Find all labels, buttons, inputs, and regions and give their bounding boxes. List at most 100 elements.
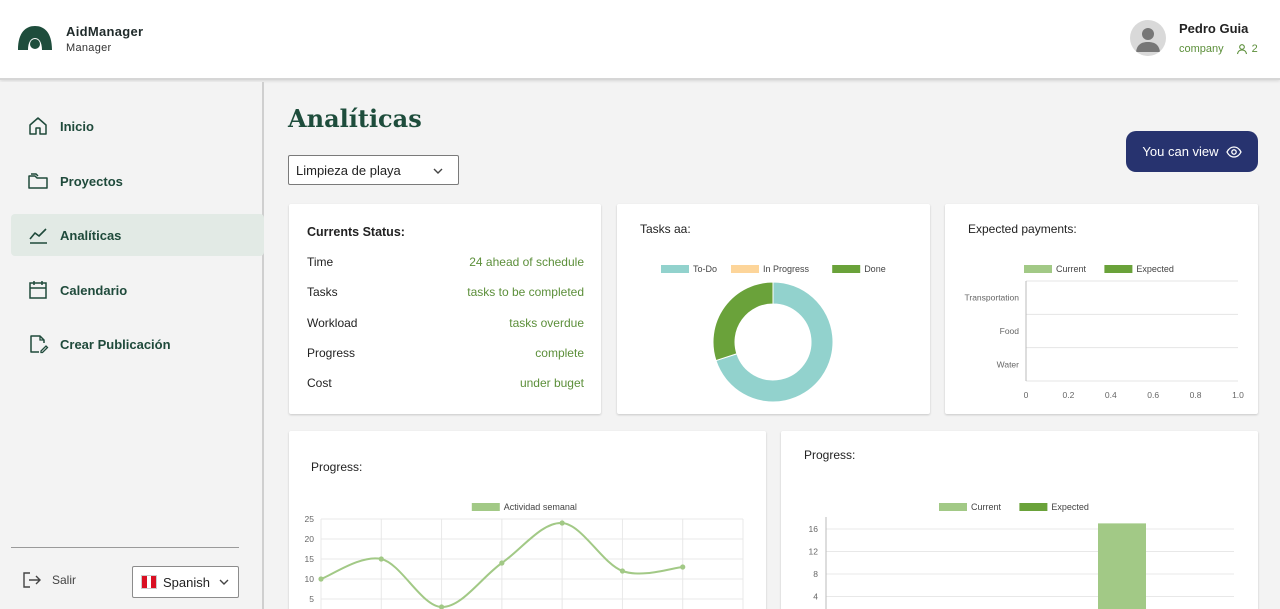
sidebar: Inicio Proyectos Analíticas Calendario C… xyxy=(0,82,264,609)
legend-swatch xyxy=(939,503,967,511)
status-key: Progress xyxy=(307,346,356,360)
sidebar-item-inicio[interactable]: Inicio xyxy=(11,105,264,147)
user-count-value: 2 xyxy=(1251,43,1258,55)
avatar[interactable] xyxy=(1130,20,1166,56)
tasks-chart-title: Tasks aa: xyxy=(640,222,691,236)
progress-line-chart: Actividad semanal 25 20 15 10 5 xyxy=(305,502,744,609)
bar-current xyxy=(1098,523,1146,609)
progress-bar-chart: Current Expected 16 12 8 4 xyxy=(809,502,1234,609)
status-value: 24 ahead of schedule xyxy=(469,255,584,269)
brand-name: AidManager xyxy=(66,24,144,39)
edit-document-icon xyxy=(27,333,49,355)
status-row: Cost under buget xyxy=(307,376,584,390)
y-tick-label: Food xyxy=(1000,326,1020,336)
language-select[interactable]: Spanish xyxy=(132,566,239,598)
status-value: tasks to be completed xyxy=(467,285,584,299)
status-key: Time xyxy=(307,255,334,269)
sidebar-divider xyxy=(11,547,239,548)
legend-swatch xyxy=(661,265,689,273)
sidebar-item-label: Proyectos xyxy=(60,173,123,189)
y-tick-label: 10 xyxy=(305,574,315,584)
legend-label: Current xyxy=(971,502,1002,512)
legend-label: In Progress xyxy=(763,264,810,274)
y-tick-label: 16 xyxy=(809,524,819,534)
data-point xyxy=(318,576,324,582)
progress-bar-title: Progress: xyxy=(804,448,856,462)
user-info: Pedro Guia company 2 xyxy=(1179,21,1258,55)
legend-swatch xyxy=(1024,265,1052,273)
chart-line-icon xyxy=(27,224,49,246)
status-row: Progress complete xyxy=(307,346,584,360)
project-select-value: Limpieza de playa xyxy=(296,163,401,178)
sidebar-item-analiticas[interactable]: Analíticas xyxy=(11,214,264,256)
legend-swatch xyxy=(1104,265,1133,273)
legend-label: Current xyxy=(1056,264,1087,274)
progress-line-title: Progress: xyxy=(311,460,363,474)
x-tick-label: 0.8 xyxy=(1190,390,1202,400)
status-row: Tasks tasks to be completed xyxy=(307,285,584,299)
view-mode-label: You can view xyxy=(1142,144,1219,159)
legend-label: To-Do xyxy=(693,264,717,274)
legend-label: Done xyxy=(864,264,886,274)
peru-flag-icon xyxy=(141,575,157,589)
data-point xyxy=(619,568,626,574)
payments-bar-chart: Current Expected Transportation Food Water 0 0… xyxy=(965,264,1245,400)
sidebar-item-label: Analíticas xyxy=(60,227,122,243)
y-tick-label: 25 xyxy=(305,514,315,524)
folder-icon xyxy=(27,170,49,192)
data-point xyxy=(378,556,384,562)
y-tick-label: 12 xyxy=(809,547,819,557)
y-tick-label: 20 xyxy=(305,534,315,544)
aidmanager-logo-icon xyxy=(18,26,52,50)
chevron-down-icon xyxy=(219,579,229,585)
sidebar-item-label: Inicio xyxy=(60,118,94,134)
donut-slice-to-do xyxy=(715,281,834,403)
data-point xyxy=(438,604,445,609)
y-tick-label: 5 xyxy=(309,594,314,604)
status-key: Tasks xyxy=(307,285,338,299)
logout-icon xyxy=(22,571,42,589)
user-meta: company 2 xyxy=(1179,43,1258,55)
status-card: Currents Status: Time 24 ahead of schedu… xyxy=(289,204,601,414)
status-card-title: Currents Status: xyxy=(307,225,405,239)
user-count: 2 xyxy=(1236,43,1258,55)
y-tick-label: Water xyxy=(997,359,1020,369)
sidebar-item-label: Calendario xyxy=(60,282,128,298)
legend-label: Actividad semanal xyxy=(504,502,577,512)
x-tick-label: 0.2 xyxy=(1062,390,1074,400)
data-point xyxy=(499,560,505,566)
data-point xyxy=(680,564,686,570)
brand: AidManager Manager xyxy=(66,24,143,54)
legend-swatch xyxy=(471,503,500,511)
project-select[interactable]: Limpieza de playa xyxy=(288,155,459,185)
legend-swatch xyxy=(731,265,759,273)
user-name: Pedro Guia xyxy=(1179,21,1249,36)
payments-chart-card: Expected payments: Current Expected Transp… xyxy=(945,204,1258,414)
view-mode-button[interactable]: You can view xyxy=(1126,131,1258,172)
x-tick-label: 0.6 xyxy=(1147,390,1159,400)
x-tick-label: 1.0 xyxy=(1232,390,1244,400)
person-icon xyxy=(1236,44,1247,55)
sidebar-item-proyectos[interactable]: Proyectos xyxy=(11,160,264,202)
tasks-chart-card: Tasks aa: To-Do In Progress Done xyxy=(617,204,930,414)
page-title: Analíticas xyxy=(288,104,422,133)
chevron-down-icon xyxy=(433,168,443,174)
home-icon xyxy=(27,115,49,137)
eye-icon xyxy=(1225,145,1242,158)
status-value: tasks overdue xyxy=(509,316,584,330)
logout-button[interactable]: Salir xyxy=(22,571,76,589)
legend-swatch xyxy=(1019,503,1048,511)
payments-chart-title: Expected payments: xyxy=(968,222,1077,236)
progress-bar-card: Progress: Current Expected 16 12 8 4 xyxy=(781,431,1258,609)
sidebar-item-calendario[interactable]: Calendario xyxy=(11,269,264,311)
legend-label: Expected xyxy=(1136,264,1174,274)
donut-slice-done xyxy=(712,281,774,362)
y-tick-label: 15 xyxy=(305,554,315,564)
sidebar-item-label: Crear Publicación xyxy=(60,336,171,352)
legend-swatch xyxy=(832,265,861,273)
status-value: under buget xyxy=(519,376,584,390)
sidebar-item-crear-publicacion[interactable]: Crear Publicación xyxy=(11,323,264,365)
status-row: Time 24 ahead of schedule xyxy=(307,255,584,269)
user-avatar-icon xyxy=(1136,28,1160,52)
progress-line-card: Progress: Actividad semanal 25 20 15 10 5 xyxy=(289,431,766,609)
